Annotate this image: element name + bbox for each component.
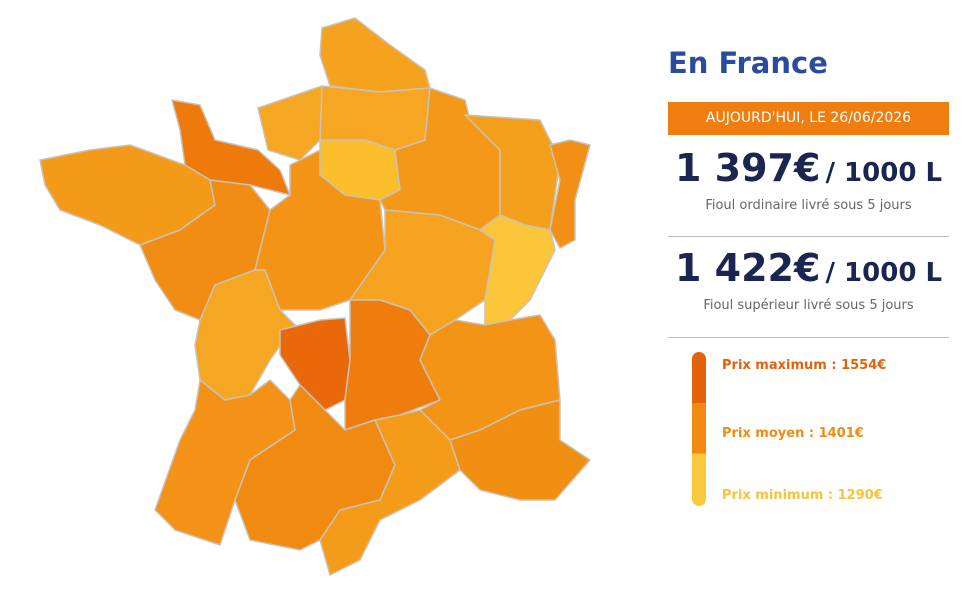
price-unit: / 1000 L xyxy=(825,158,943,188)
legend-label: Prix moyen : 1401€ xyxy=(722,426,864,441)
date-banner: AUJOURD'HUI, LE 26/06/2026 xyxy=(668,102,949,135)
region xyxy=(549,139,591,249)
region xyxy=(449,399,591,501)
price-amount: 1 397€ xyxy=(674,146,821,190)
region xyxy=(257,85,323,161)
legend-label: Prix minimum : 1290€ xyxy=(722,488,883,503)
region xyxy=(344,299,441,431)
region xyxy=(279,317,351,411)
region xyxy=(479,214,556,326)
legend-label: Prix maximum : 1554€ xyxy=(722,358,887,373)
price-unit: / 1000 L xyxy=(825,258,943,288)
title: En France xyxy=(668,46,828,80)
price: 1 422€ / 1000 L xyxy=(668,246,949,290)
price-description: Fioul supérieur livré sous 5 jours xyxy=(703,298,914,313)
divider xyxy=(668,337,949,338)
france-map xyxy=(39,17,591,576)
region xyxy=(319,17,431,93)
price-amount: 1 422€ xyxy=(674,246,821,290)
price-description: Fioul ordinaire livré sous 5 jours xyxy=(705,198,912,213)
legend-scale xyxy=(692,352,706,506)
region xyxy=(319,409,461,576)
price: 1 397€ / 1000 L xyxy=(668,146,949,190)
divider xyxy=(668,236,949,237)
